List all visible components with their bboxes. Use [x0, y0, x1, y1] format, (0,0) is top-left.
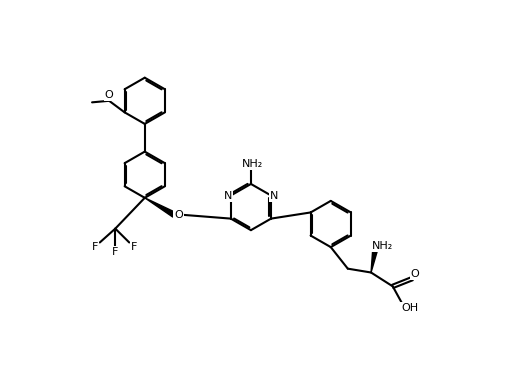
Text: O: O: [411, 269, 420, 279]
Polygon shape: [371, 251, 377, 273]
Text: NH₂: NH₂: [242, 159, 263, 169]
Polygon shape: [145, 198, 175, 217]
Text: F: F: [112, 247, 119, 257]
Text: OH: OH: [401, 303, 418, 313]
Text: F: F: [131, 242, 137, 252]
Text: NH₂: NH₂: [372, 241, 393, 251]
Text: N: N: [270, 191, 278, 200]
Text: F: F: [92, 242, 98, 252]
Text: O: O: [105, 90, 114, 100]
Text: N: N: [224, 191, 232, 200]
Text: O: O: [174, 210, 183, 220]
